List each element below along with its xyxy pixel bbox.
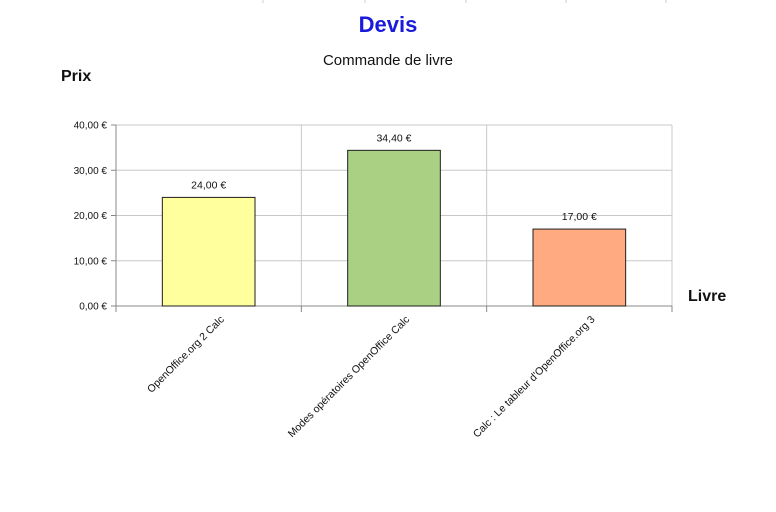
bar — [347, 149, 441, 307]
chart-title: Devis — [358, 12, 418, 37]
y-tick-label: 0,00 € — [79, 302, 107, 313]
x-category-label: Modes opératoires OpenOffice Calc — [286, 314, 412, 440]
bar — [161, 196, 256, 307]
bar — [532, 228, 627, 307]
x-axis-title: Livre — [688, 288, 727, 305]
bar-value-label: 34,40 € — [376, 132, 411, 144]
bar-value-label: 24,00 € — [191, 179, 226, 191]
bar-value-label: 17,00 € — [562, 211, 597, 223]
y-tick-label: 20,00 € — [74, 211, 108, 222]
x-category-label: OpenOffice.org 2 Calc — [145, 314, 227, 396]
x-category-label: Calc : Le tableur d'OpenOffice.org 3 — [471, 314, 598, 441]
y-axis-title: Prix — [61, 68, 92, 85]
chart-subtitle: Commande de livre — [322, 52, 454, 69]
top-edge-marks — [262, 0, 667, 3]
y-tick-label: 40,00 € — [74, 121, 108, 132]
y-tick-label: 10,00 € — [74, 256, 108, 267]
y-tick-label: 30,00 € — [74, 166, 108, 177]
